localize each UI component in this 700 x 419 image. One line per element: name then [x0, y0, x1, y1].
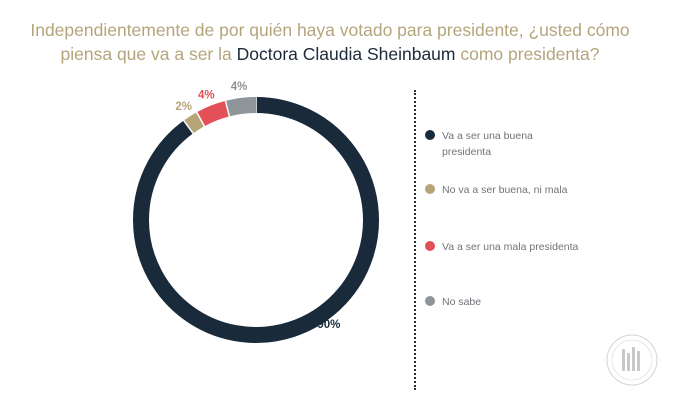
legend-label: Va a ser una buena presidenta [442, 130, 533, 158]
donut-segment-ni-buena-ni-mala [183, 112, 205, 134]
legend-label: No sabe [442, 296, 482, 308]
segment-separator [224, 99, 231, 118]
legend-swatch [425, 130, 435, 140]
data-label-buena: 90% [317, 319, 340, 331]
legend-swatch [425, 241, 435, 251]
data-label-mala: 4% [198, 89, 215, 101]
title-text-2: como presidenta? [455, 44, 600, 64]
donut-segment-no-sabe [225, 97, 257, 117]
legend-swatch [425, 184, 435, 194]
title-highlight: Doctora Claudia Sheinbaum [236, 44, 456, 64]
data-label-no-sabe: 4% [231, 81, 248, 93]
legend-swatch [425, 296, 435, 306]
title-text-1: Independientemente de por quién haya vot… [30, 20, 630, 64]
segment-separator [182, 119, 195, 135]
legend-label: No va a ser buena, ni mala [442, 184, 568, 196]
company-seal-icon [606, 334, 658, 386]
chart-title: Independientemente de por quién haya vot… [30, 18, 630, 66]
legend-label: Va a ser una mala presidenta [442, 241, 579, 253]
segment-separator [195, 110, 206, 128]
donut-segment-mala [196, 100, 230, 127]
data-label-ni-buena-ni-mala: 2% [175, 101, 192, 113]
legend-divider [414, 90, 416, 390]
donut-segment-buena [133, 97, 379, 343]
